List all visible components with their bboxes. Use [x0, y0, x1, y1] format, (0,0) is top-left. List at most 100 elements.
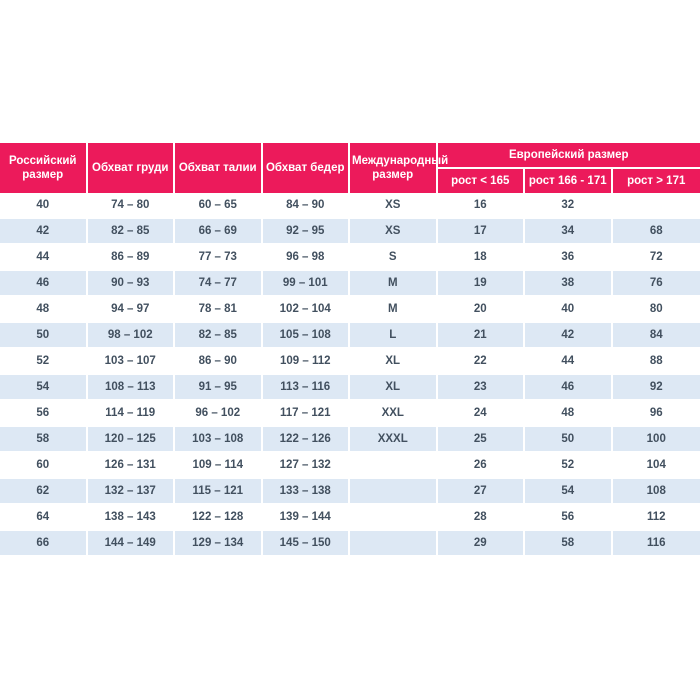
table-cell: 84	[612, 323, 700, 349]
table-cell: 68	[612, 219, 700, 245]
table-row: 54 108 – 113 91 – 95 113 – 116 XL 23 46 92	[0, 375, 700, 401]
table-cell: 113 – 116	[262, 375, 350, 401]
header-european-size: Европейский размер	[437, 143, 700, 169]
table-cell: 126 – 131	[87, 453, 175, 479]
table-cell: 18	[437, 245, 525, 271]
table-cell: 56	[525, 505, 613, 531]
table-cell: 122 – 126	[262, 427, 350, 453]
table-cell: 50	[525, 427, 613, 453]
table-cell: 44	[525, 349, 613, 375]
table-cell: XL	[350, 375, 438, 401]
table-cell: 54	[0, 375, 88, 401]
table-cell: 76	[612, 271, 700, 297]
table-cell: XS	[350, 193, 438, 219]
table-row: 42 82 – 85 66 – 69 92 – 95 XS 17 34 68	[0, 219, 700, 245]
table-cell: 127 – 132	[262, 453, 350, 479]
table-cell: XS	[350, 219, 438, 245]
table-cell: 109 – 114	[175, 453, 263, 479]
table-cell: 50	[0, 323, 88, 349]
table-cell: 26	[437, 453, 525, 479]
table-cell: 25	[437, 427, 525, 453]
table-cell: 77 – 73	[175, 245, 263, 271]
header-international-size: Международный размер	[350, 143, 448, 193]
table-cell: XL	[350, 349, 438, 375]
table-cell: 103 – 108	[175, 427, 263, 453]
table-cell: 86 – 89	[87, 245, 175, 271]
table-row: 62 132 – 137 115 – 121 133 – 138 27 54 108	[0, 479, 700, 505]
table-cell: 82 – 85	[175, 323, 263, 349]
table-cell: 52	[525, 453, 613, 479]
table-cell: 92	[612, 375, 700, 401]
table-cell: 112	[612, 505, 700, 531]
table-row: 40 74 – 80 60 – 65 84 – 90 XS 16 32	[0, 193, 700, 219]
header-waist: Обхват талии	[175, 143, 263, 193]
table-cell: 58	[525, 531, 613, 557]
table-cell: 66	[0, 531, 88, 557]
table-row: 64 138 – 143 122 – 128 139 – 144 28 56 112	[0, 505, 700, 531]
table-row: 52 103 – 107 86 – 90 109 – 112 XL 22 44 88	[0, 349, 700, 375]
table-cell: 42	[0, 219, 88, 245]
table-cell: 138 – 143	[87, 505, 175, 531]
table-cell: 19	[437, 271, 525, 297]
table-cell	[350, 453, 438, 479]
table-cell: XXL	[350, 401, 438, 427]
table-cell: 24	[437, 401, 525, 427]
table-cell: 120 – 125	[87, 427, 175, 453]
subheader-height-gt-171: рост > 171	[612, 169, 700, 193]
header-hips: Обхват бедер	[262, 143, 350, 193]
table-cell: 78 – 81	[175, 297, 263, 323]
table-cell: 116	[612, 531, 700, 557]
table-cell: 46	[525, 375, 613, 401]
table-cell: 98 – 102	[87, 323, 175, 349]
table-cell: 109 – 112	[262, 349, 350, 375]
table-cell	[350, 531, 438, 557]
table-row: 46 90 – 93 74 – 77 99 – 101 M 19 38 76	[0, 271, 700, 297]
table-row: 48 94 – 97 78 – 81 102 – 104 M 20 40 80	[0, 297, 700, 323]
table-cell: 84 – 90	[262, 193, 350, 219]
table-cell: 52	[0, 349, 88, 375]
table-cell: 99 – 101	[262, 271, 350, 297]
table-cell: 100	[612, 427, 700, 453]
table-cell	[350, 505, 438, 531]
table-row: 60 126 – 131 109 – 114 127 – 132 26 52 104	[0, 453, 700, 479]
table-cell: 96 – 102	[175, 401, 263, 427]
table-cell: 56	[0, 401, 88, 427]
table-cell: 144 – 149	[87, 531, 175, 557]
table-cell: 42	[525, 323, 613, 349]
table-row: 56 114 – 119 96 – 102 117 – 121 XXL 24 48 96	[0, 401, 700, 427]
table-cell: 23	[437, 375, 525, 401]
table-cell: 27	[437, 479, 525, 505]
header-russian-size: Российский размер	[0, 143, 88, 193]
table-cell: 133 – 138	[262, 479, 350, 505]
table-cell: 60	[0, 453, 88, 479]
table-cell: 90 – 93	[87, 271, 175, 297]
table-cell	[350, 479, 438, 505]
table-cell: 122 – 128	[175, 505, 263, 531]
table-cell: 114 – 119	[87, 401, 175, 427]
table-cell: 60 – 65	[175, 193, 263, 219]
table-cell: 48	[525, 401, 613, 427]
table-cell: 46	[0, 271, 88, 297]
table-cell: 22	[437, 349, 525, 375]
table-cell: S	[350, 245, 438, 271]
table-cell: 103 – 107	[87, 349, 175, 375]
table-cell: 54	[525, 479, 613, 505]
table-cell: 82 – 85	[87, 219, 175, 245]
table-row: 58 120 – 125 103 – 108 122 – 126 XXXL 25 50 100	[0, 427, 700, 453]
header-row-sub: рост < 165 рост 166 - 171 рост > 171	[0, 169, 700, 193]
table-cell: 92 – 95	[262, 219, 350, 245]
table-cell: 139 – 144	[262, 505, 350, 531]
table-cell: 16	[437, 193, 525, 219]
table-cell: 88	[612, 349, 700, 375]
table-cell: 108	[612, 479, 700, 505]
table-cell: 64	[0, 505, 88, 531]
header-chest: Обхват груди	[87, 143, 175, 193]
table-header: Российский размер Обхват груди Обхват та…	[0, 143, 700, 193]
table-cell: 66 – 69	[175, 219, 263, 245]
table-cell: 94 – 97	[87, 297, 175, 323]
table-cell: 20	[437, 297, 525, 323]
table-row: 44 86 – 89 77 – 73 96 – 98 S 18 36 72	[0, 245, 700, 271]
size-chart-table: Российский размер Обхват груди Обхват та…	[0, 143, 700, 557]
table-cell: 40	[0, 193, 88, 219]
